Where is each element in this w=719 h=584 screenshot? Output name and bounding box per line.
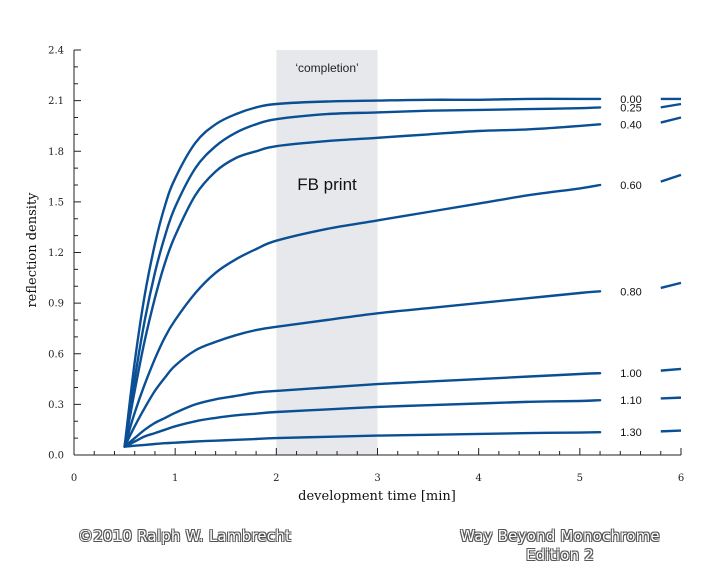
series-line bbox=[123, 431, 602, 448]
y-axis-title: reflection density bbox=[25, 192, 40, 308]
series-group bbox=[123, 97, 682, 448]
book-title: Way Beyond Monochrome bbox=[460, 527, 660, 545]
book-footer: Way Beyond Monochrome Edition 2 bbox=[452, 527, 668, 565]
y-tick-label: 0.9 bbox=[48, 299, 64, 310]
series-label: 0.60 bbox=[620, 180, 641, 192]
series-line bbox=[123, 399, 602, 448]
series-labels: 0.000.25 0.40 0.60 0.80 1.00 1.10 1.30 bbox=[620, 94, 641, 439]
series-extension bbox=[660, 102, 682, 109]
completion-annotation: ‘completion’ bbox=[295, 61, 358, 75]
series-label: 0.25 bbox=[620, 102, 641, 114]
series-line bbox=[123, 106, 602, 448]
fb-print-annotation: FB print bbox=[297, 175, 357, 194]
y-tick-label: 0.6 bbox=[48, 349, 64, 360]
series-extension bbox=[660, 281, 682, 290]
completion-band bbox=[276, 50, 378, 455]
series-line bbox=[123, 123, 602, 448]
x-tick-label: 2 bbox=[273, 473, 279, 484]
series-line bbox=[123, 97, 602, 448]
series-label: 1.30 bbox=[620, 427, 641, 439]
series-extension bbox=[660, 367, 682, 372]
y-tick-label: 2.1 bbox=[48, 96, 64, 107]
y-tick-label: 0.3 bbox=[48, 400, 64, 411]
series-line bbox=[123, 183, 602, 448]
series-extension bbox=[660, 396, 682, 400]
x-tick-label: 3 bbox=[374, 473, 380, 484]
y-tick-label: 1.8 bbox=[48, 147, 64, 158]
series-line bbox=[123, 372, 602, 448]
y-tick-label: 0.0 bbox=[48, 451, 64, 462]
x-tick-label: 0 bbox=[71, 473, 77, 484]
y-tick-label: 1.2 bbox=[48, 248, 64, 259]
book-edition: Edition 2 bbox=[525, 546, 594, 564]
series-extension bbox=[660, 429, 682, 433]
x-axis-title: development time [min] bbox=[298, 489, 456, 504]
series-line bbox=[123, 290, 602, 448]
tick-labels: 0.0 0.3 0.6 0.9 1.2 1.5 1.8 2.1 2.4 0 1 2 3 4 5 6 bbox=[48, 46, 684, 485]
ticks-group bbox=[73, 49, 682, 456]
series-label: 1.00 bbox=[620, 368, 641, 380]
x-tick-label: 1 bbox=[172, 473, 178, 484]
series-extension bbox=[660, 173, 682, 183]
x-tick-label: 4 bbox=[475, 473, 481, 484]
series-label: 0.00 bbox=[620, 94, 641, 106]
series-label: 0.80 bbox=[620, 286, 641, 298]
x-tick-label: 6 bbox=[678, 473, 684, 484]
series-extension bbox=[660, 116, 682, 124]
y-tick-label: 2.4 bbox=[48, 46, 64, 57]
y-tick-label: 1.5 bbox=[48, 197, 64, 208]
copyright-footer: ©2010 Ralph W. Lambrecht bbox=[78, 527, 292, 545]
series-label: 1.10 bbox=[620, 395, 641, 407]
x-tick-label: 5 bbox=[577, 473, 583, 484]
series-label: 0.40 bbox=[620, 119, 641, 131]
